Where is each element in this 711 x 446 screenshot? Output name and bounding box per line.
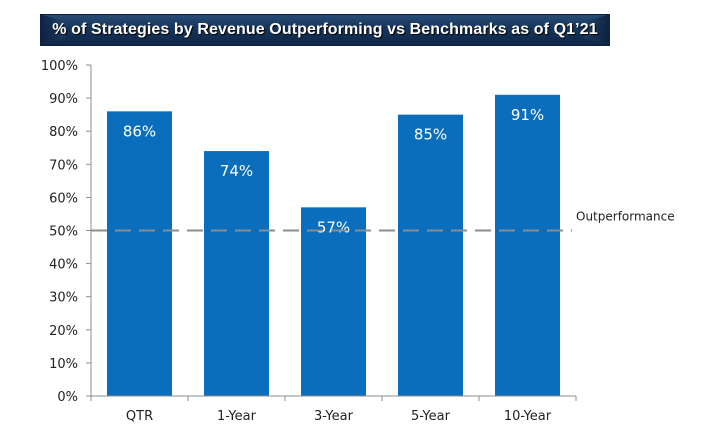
bar-5-year [398, 114, 463, 397]
bar-10-year [495, 94, 560, 396]
chart-title-banner: % of Strategies by Revenue Outperforming… [40, 14, 610, 46]
data-label: 57% [317, 218, 350, 236]
bars: 86% 74% 57% 85% 91% [107, 94, 560, 397]
outperformance-label: Outperformance [576, 210, 675, 224]
bar-3-year [301, 207, 366, 396]
data-label: 86% [123, 122, 156, 140]
y-tick-label: 0% [57, 390, 78, 405]
x-tick-label: 1-Year [217, 409, 257, 424]
x-tick-label: QTR [126, 409, 153, 424]
data-label: 74% [220, 162, 253, 180]
y-axis: 0% 10% 20% 30% 40% 50% 60% 70% 80% 90% 100% [41, 59, 92, 405]
reference-line-group: Outperformance [91, 210, 675, 232]
bar-1-year [204, 151, 269, 396]
x-axis: QTR 1-Year 3-Year 5-Year 10-Year [90, 395, 577, 424]
y-tick-label: 20% [49, 324, 78, 339]
x-tick-label: 10-Year [504, 409, 552, 424]
y-tick-label: 60% [49, 191, 78, 206]
y-tick-label: 50% [49, 225, 78, 240]
y-tick-label: 80% [49, 125, 78, 140]
x-tick-label: 5-Year [411, 409, 451, 424]
y-tick-label: 30% [49, 291, 78, 306]
data-label: 85% [414, 126, 447, 144]
y-tick-label: 100% [41, 59, 78, 74]
y-tick-label: 40% [49, 258, 78, 273]
y-tick-label: 10% [49, 357, 78, 372]
data-label: 91% [511, 106, 544, 124]
bar-qtr [107, 111, 172, 396]
x-tick-label: 3-Year [314, 409, 354, 424]
y-tick-label: 70% [49, 158, 78, 173]
chart-title: % of Strategies by Revenue Outperforming… [52, 21, 598, 38]
y-tick-label: 90% [49, 92, 78, 107]
